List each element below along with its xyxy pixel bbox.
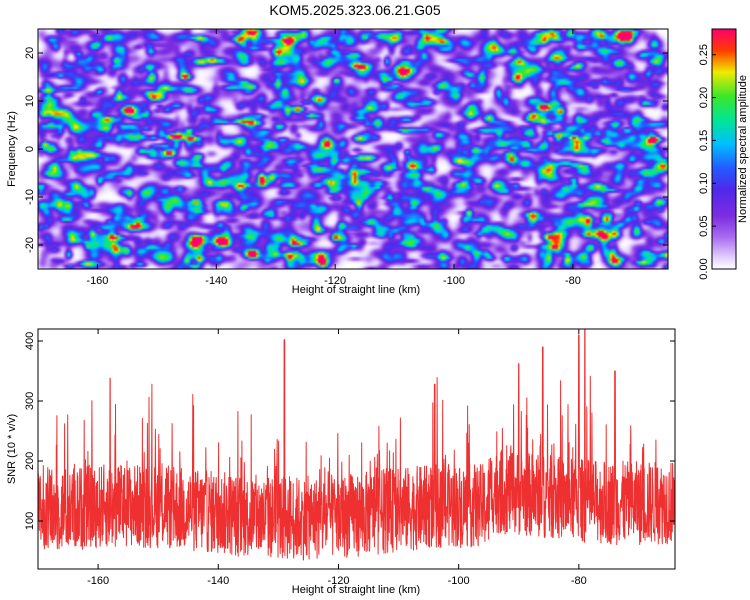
y-tick-label: 10 <box>24 95 36 107</box>
x-tick-label: -140 <box>205 275 227 287</box>
snr-panel: -160 -140 -120 -100 -80 100 200 300 400 Height … <box>6 328 676 596</box>
spectrogram-y-ticks: -20 -10 0 10 20 <box>24 47 668 253</box>
x-tick-label: -160 <box>87 575 109 587</box>
colorbar-tick-label: 0.00 <box>698 258 710 279</box>
snr-series-line <box>38 329 675 561</box>
x-tick-label: -100 <box>448 575 470 587</box>
colorbar-tick-label: 0.10 <box>698 173 710 194</box>
y-tick-label: 300 <box>24 392 36 410</box>
spectrogram-x-ticks: -160 -140 -120 -100 -80 <box>86 29 581 287</box>
spectrogram-x-label: Height of straight line (km) <box>292 284 420 296</box>
colorbar-tick-label: 0.20 <box>698 87 710 108</box>
y-tick-label: 200 <box>24 452 36 470</box>
colorbar-gradient <box>711 28 737 270</box>
chart-title: KOM5.2025.323.06.21.G05 <box>269 2 440 18</box>
x-tick-label: -80 <box>571 575 587 587</box>
y-tick-label: -20 <box>24 237 36 253</box>
snr-frame <box>37 328 676 570</box>
colorbar: 0.00 0.05 0.10 0.15 0.20 0.25 Normalized spec… <box>698 28 749 280</box>
x-tick-label: -140 <box>207 575 229 587</box>
snr-x-ticks: -160 -140 -120 -100 -80 <box>87 329 587 587</box>
snr-y-ticks: 100 200 300 400 <box>24 332 675 530</box>
spectrogram-image <box>38 29 668 269</box>
spectrogram-y-label: Frequency (Hz) <box>6 111 18 187</box>
snr-x-label: Height of straight line (km) <box>292 584 420 596</box>
y-tick-label: 20 <box>24 47 36 59</box>
x-tick-label: -120 <box>327 575 349 587</box>
y-tick-label: 400 <box>24 332 36 350</box>
colorbar-label: Normalized spectral amplitude <box>737 75 749 223</box>
x-tick-label: -80 <box>565 275 581 287</box>
colorbar-tick-label: 0.05 <box>698 215 710 236</box>
x-tick-label: -100 <box>443 275 465 287</box>
y-tick-label: -10 <box>24 189 36 205</box>
snr-y-label: SNR (10 * v/v) <box>6 414 18 484</box>
x-tick-label: -120 <box>324 275 346 287</box>
x-tick-label: -160 <box>86 275 108 287</box>
y-tick-label: 0 <box>24 146 36 152</box>
colorbar-tick-label: 0.25 <box>698 44 710 65</box>
y-tick-label: 100 <box>24 512 36 530</box>
colorbar-tick-label: 0.15 <box>698 130 710 151</box>
colorbar-ticks: 0.00 0.05 0.10 0.15 0.20 0.25 <box>698 44 716 280</box>
